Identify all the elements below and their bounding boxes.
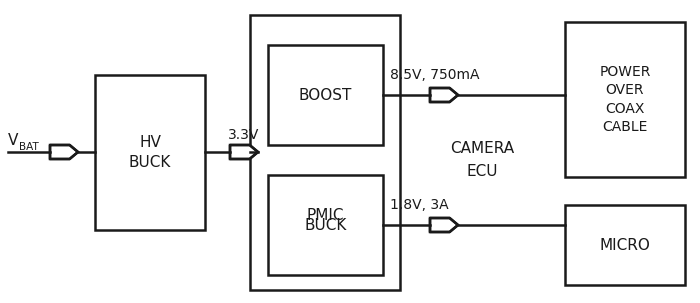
Bar — [268, 45, 383, 145]
Bar — [250, 15, 400, 290]
Text: V: V — [8, 133, 18, 148]
Bar — [95, 75, 205, 230]
Text: 3.3V: 3.3V — [228, 128, 260, 142]
Text: 1.8V, 3A: 1.8V, 3A — [390, 198, 449, 212]
Polygon shape — [230, 145, 258, 159]
Text: BOOST: BOOST — [299, 88, 352, 102]
Bar — [268, 175, 383, 275]
Text: CAMERA
ECU: CAMERA ECU — [450, 142, 514, 178]
Bar — [565, 22, 685, 177]
Text: HV
BUCK: HV BUCK — [129, 135, 172, 170]
Polygon shape — [50, 145, 78, 159]
Polygon shape — [430, 218, 458, 232]
Text: MICRO: MICRO — [600, 238, 650, 252]
Text: PMIC: PMIC — [307, 208, 344, 223]
Text: BUCK: BUCK — [304, 218, 346, 232]
Text: POWER
OVER
COAX
CABLE: POWER OVER COAX CABLE — [599, 65, 651, 134]
Text: 8.5V, 750mA: 8.5V, 750mA — [390, 68, 480, 82]
Bar — [565, 205, 685, 285]
Text: BAT: BAT — [19, 142, 38, 152]
Polygon shape — [430, 88, 458, 102]
